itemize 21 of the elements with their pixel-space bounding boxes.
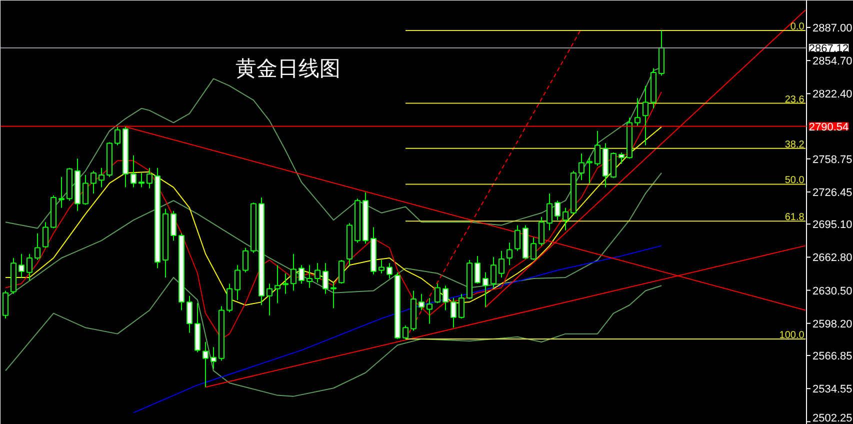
text: 黄金日线图 bbox=[236, 56, 340, 80]
y-tick-label: 2758.75 bbox=[812, 154, 852, 166]
ref-line-label: 2867.12 bbox=[808, 42, 849, 55]
y-tick-label: 2887.00 bbox=[812, 22, 852, 34]
series-label: 38.2 bbox=[784, 139, 805, 150]
y-tick-label: 2566.85 bbox=[812, 350, 852, 362]
y-tick-label: 2534.55 bbox=[812, 384, 852, 396]
y-tick-label: 2630.50 bbox=[812, 285, 852, 298]
series-label: 0.0 bbox=[790, 22, 805, 33]
y-tick-label: 2695.10 bbox=[812, 219, 852, 232]
y-tick-label: 2662.80 bbox=[812, 252, 852, 264]
ref-line-label: 2790.54 bbox=[808, 121, 849, 134]
y-tick-label: 2598.20 bbox=[812, 318, 852, 330]
y-tick-label: 2854.70 bbox=[812, 56, 852, 68]
series-label: 61.8 bbox=[784, 212, 805, 224]
y-tick-label: 2822.40 bbox=[812, 88, 852, 101]
series-label: 50.0 bbox=[784, 175, 805, 186]
y-tick-label: 2726.45 bbox=[812, 186, 852, 199]
y-tick-label: 2502.25 bbox=[812, 412, 852, 424]
series-label: 100.0 bbox=[779, 330, 805, 341]
series-label: 23.6 bbox=[784, 94, 805, 106]
